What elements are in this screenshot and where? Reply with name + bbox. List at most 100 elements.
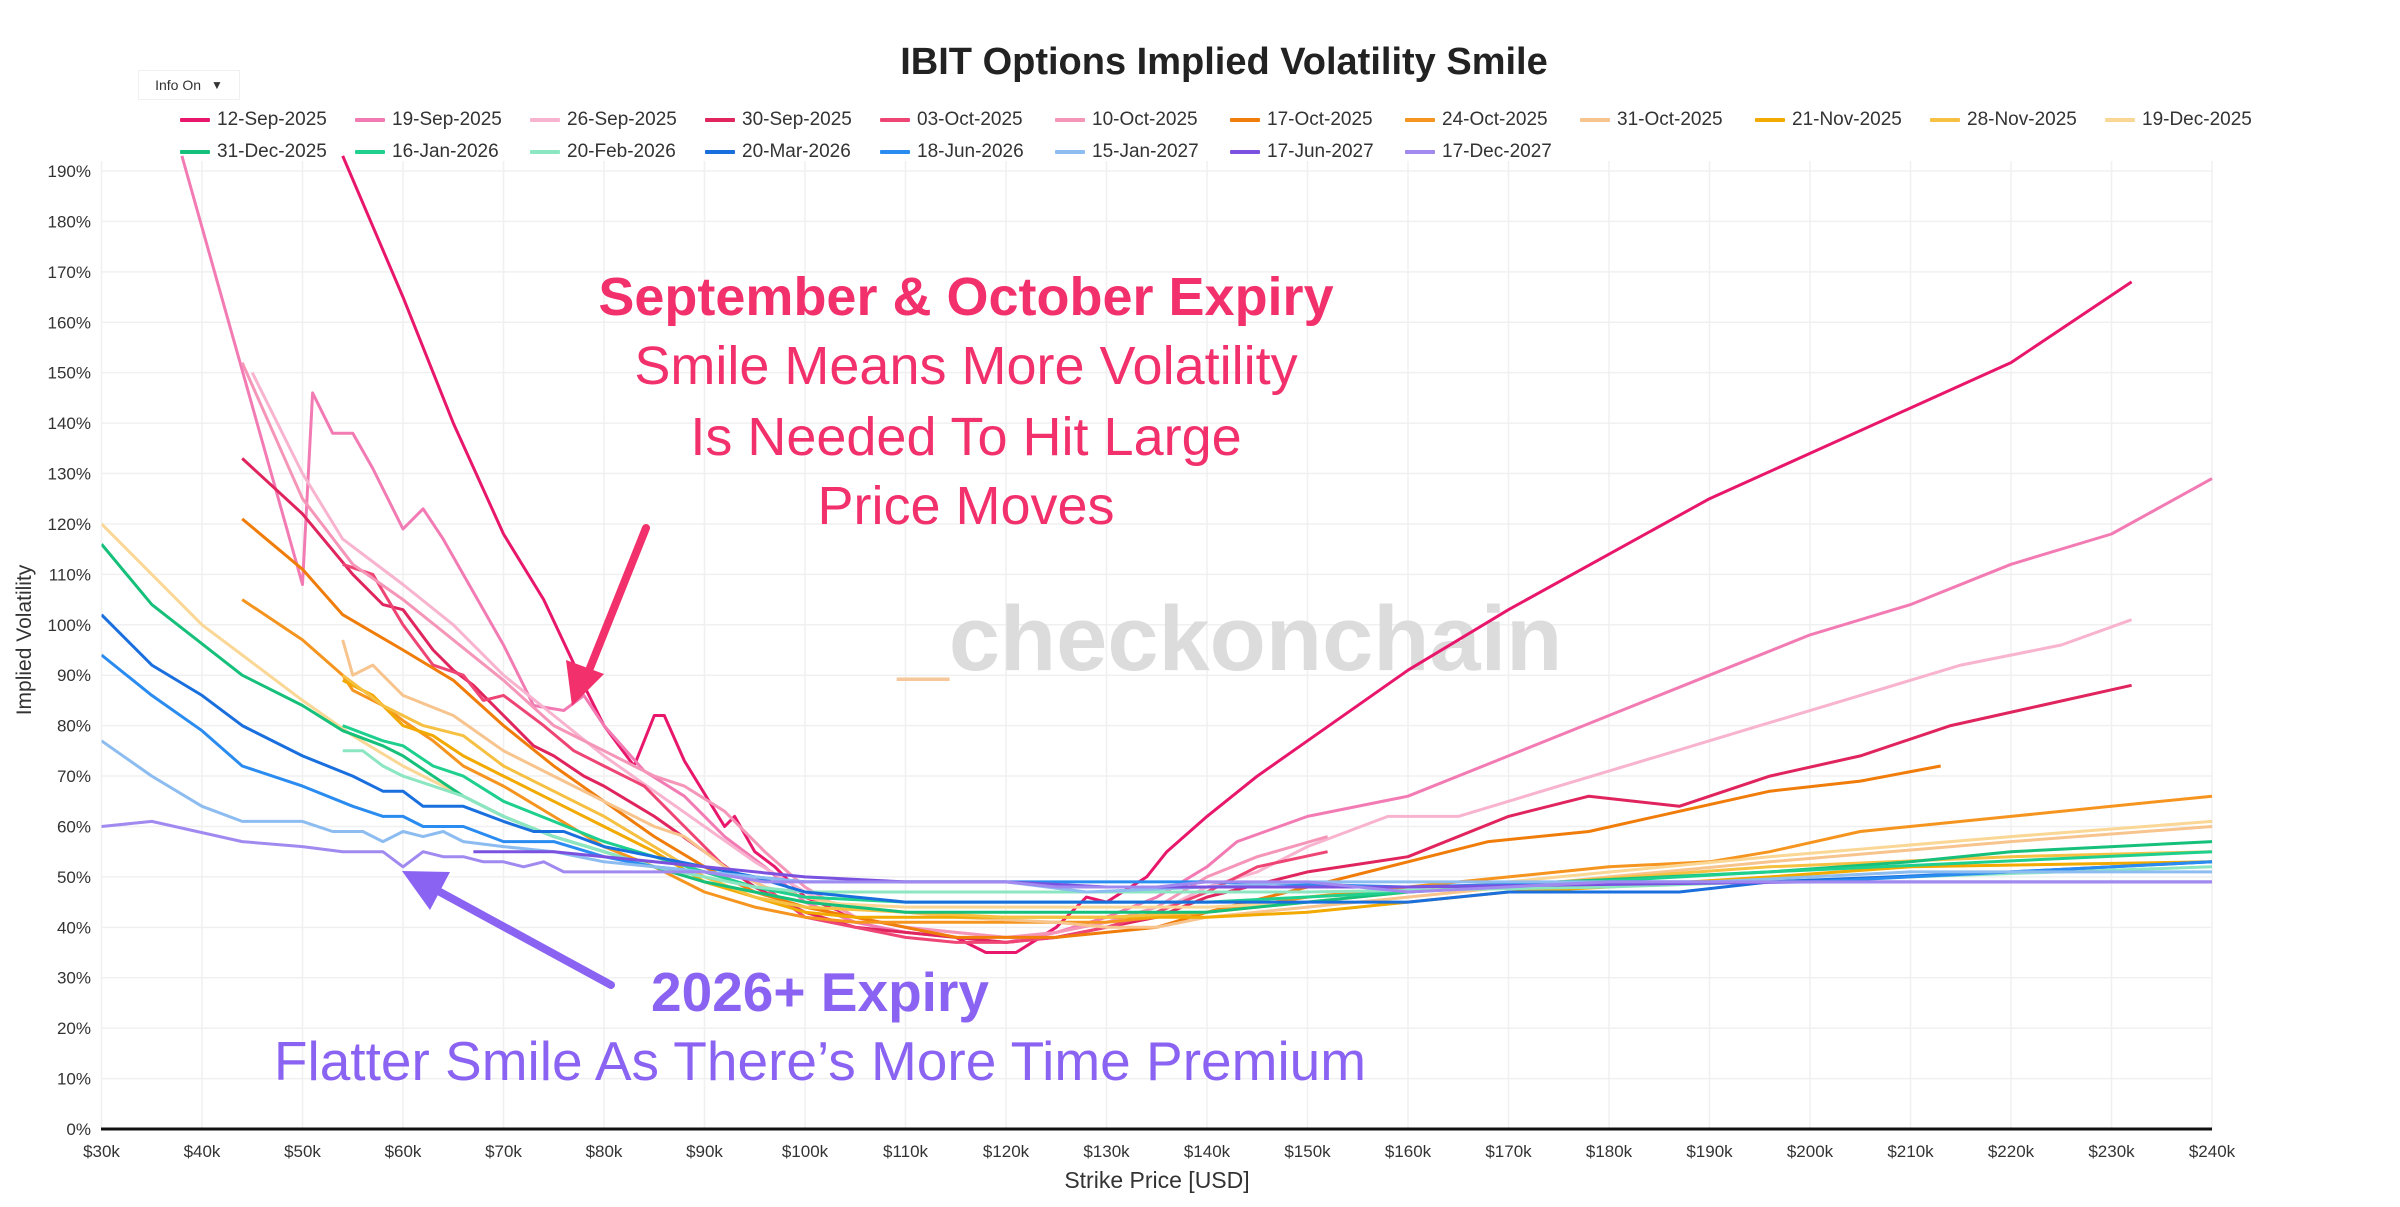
sep-oct-line-3: Price Moves bbox=[817, 476, 1114, 536]
y-tick-label: 40% bbox=[57, 918, 91, 937]
x-tick-label: $180k bbox=[1586, 1142, 1633, 1161]
legend-item-17-dec-2027[interactable]: 17-Dec-2027 bbox=[1405, 140, 1580, 164]
legend-label: 03-Oct-2025 bbox=[917, 109, 1023, 130]
legend-swatch bbox=[880, 150, 910, 154]
series-line-19-dec-2025[interactable] bbox=[101, 522, 2213, 909]
legend-label: 16-Jan-2026 bbox=[392, 141, 499, 162]
legend-swatch bbox=[530, 150, 560, 154]
legend-item-03-oct-2025[interactable]: 03-Oct-2025 bbox=[880, 108, 1055, 132]
y-tick-label: 170% bbox=[48, 263, 91, 282]
legend-label: 19-Dec-2025 bbox=[2142, 109, 2252, 130]
legend-swatch bbox=[1405, 150, 1435, 154]
x-tick-label: $230k bbox=[2088, 1142, 2135, 1161]
y-tick-label: 140% bbox=[48, 414, 91, 433]
y-tick-label: 20% bbox=[57, 1019, 91, 1038]
x-axis: $30k $40k $50k $60k $70k $80k $90k $100k $110k $1… bbox=[83, 1142, 2236, 1161]
sep-oct-annotation: September & October Expiry Smile Means M… bbox=[598, 267, 1333, 536]
x-tick-label: $200k bbox=[1787, 1142, 1834, 1161]
legend-item-19-sep-2025[interactable]: 19-Sep-2025 bbox=[355, 108, 530, 132]
y-tick-label: 80% bbox=[57, 717, 91, 736]
legend-swatch bbox=[355, 118, 385, 122]
pink-arrow-icon bbox=[566, 524, 650, 706]
legend-item-12-sep-2025[interactable]: 12-Sep-2025 bbox=[180, 108, 355, 132]
legend-label: 12-Sep-2025 bbox=[217, 109, 327, 130]
legend-item-24-oct-2025[interactable]: 24-Oct-2025 bbox=[1405, 108, 1580, 132]
legend-swatch bbox=[180, 118, 210, 122]
x-axis-label: Strike Price [USD] bbox=[1064, 1167, 1249, 1193]
legend-swatch bbox=[1055, 150, 1085, 154]
x-tick-label: $160k bbox=[1385, 1142, 1432, 1161]
y-tick-label: 180% bbox=[48, 212, 91, 231]
legend-swatch bbox=[1755, 118, 1785, 122]
x-tick-label: $240k bbox=[2189, 1142, 2236, 1161]
x-tick-label: $90k bbox=[686, 1142, 723, 1161]
x-tick-label: $190k bbox=[1686, 1142, 1733, 1161]
legend-swatch bbox=[1230, 150, 1260, 154]
legend-item-17-jun-2027[interactable]: 17-Jun-2027 bbox=[1230, 140, 1405, 164]
chevron-down-icon: ▼ bbox=[211, 78, 223, 92]
legend-label: 31-Oct-2025 bbox=[1617, 109, 1723, 130]
legend-item-10-oct-2025[interactable]: 10-Oct-2025 bbox=[1055, 108, 1230, 132]
y-tick-label: 120% bbox=[48, 515, 91, 534]
y2026-line: Flatter Smile As There’s More Time Premi… bbox=[274, 1030, 1366, 1092]
x-tick-label: $150k bbox=[1284, 1142, 1331, 1161]
legend-swatch bbox=[705, 150, 735, 154]
legend-item-21-nov-2025[interactable]: 21-Nov-2025 bbox=[1755, 108, 1930, 132]
legend-item-16-jan-2026[interactable]: 16-Jan-2026 bbox=[355, 140, 530, 164]
legend-label: 17-Dec-2027 bbox=[1442, 141, 1552, 162]
legend-label: 21-Nov-2025 bbox=[1792, 109, 1902, 130]
legend-item-15-jan-2027[interactable]: 15-Jan-2027 bbox=[1055, 140, 1230, 164]
info-toggle-label: Info On bbox=[155, 77, 202, 93]
legend-swatch bbox=[530, 118, 560, 122]
legend-item-20-feb-2026[interactable]: 20-Feb-2026 bbox=[530, 140, 705, 164]
x-tick-label: $210k bbox=[1887, 1142, 1934, 1161]
legend-item-17-oct-2025[interactable]: 17-Oct-2025 bbox=[1230, 108, 1405, 132]
info-toggle-dropdown[interactable]: Info On ▼ bbox=[138, 70, 240, 100]
y-tick-label: 110% bbox=[49, 565, 91, 584]
legend-swatch bbox=[880, 118, 910, 122]
legend-item-31-dec-2025[interactable]: 31-Dec-2025 bbox=[180, 140, 355, 164]
y-tick-label: 130% bbox=[48, 465, 91, 484]
series-line-17-oct-2025[interactable] bbox=[241, 517, 1941, 939]
x-tick-label: $120k bbox=[983, 1142, 1030, 1161]
y2026-title: 2026+ Expiry bbox=[651, 961, 989, 1023]
legend-item-18-jun-2026[interactable]: 18-Jun-2026 bbox=[880, 140, 1055, 164]
legend-swatch bbox=[705, 118, 735, 122]
legend-label: 17-Jun-2027 bbox=[1267, 141, 1374, 162]
legend-label: 20-Feb-2026 bbox=[567, 141, 676, 162]
y2026-annotation: 2026+ Expiry Flatter Smile As There’s Mo… bbox=[274, 961, 1366, 1092]
x-tick-label: $110k bbox=[883, 1142, 929, 1161]
legend-label: 20-Mar-2026 bbox=[742, 141, 851, 162]
series-line-17-dec-2027[interactable] bbox=[101, 819, 2213, 894]
y-tick-label: 90% bbox=[57, 666, 91, 685]
x-tick-label: $100k bbox=[782, 1142, 829, 1161]
purple-arrow-icon bbox=[402, 871, 615, 989]
y-tick-label: 30% bbox=[57, 969, 91, 988]
legend-item-28-nov-2025[interactable]: 28-Nov-2025 bbox=[1930, 108, 2105, 132]
chart-title: IBIT Options Implied Volatility Smile bbox=[900, 41, 1547, 83]
legend-swatch bbox=[355, 150, 385, 154]
y-tick-label: 60% bbox=[57, 817, 91, 836]
legend-item-20-mar-2026[interactable]: 20-Mar-2026 bbox=[705, 140, 880, 164]
legend-swatch bbox=[180, 150, 210, 154]
watermark-underscore: _ bbox=[897, 588, 950, 690]
x-tick-label: $130k bbox=[1083, 1142, 1130, 1161]
y-tick-label: 70% bbox=[57, 767, 91, 786]
legend-item-19-dec-2025[interactable]: 19-Dec-2025 bbox=[2105, 108, 2280, 132]
legend-item-30-sep-2025[interactable]: 30-Sep-2025 bbox=[705, 108, 880, 132]
series-line-20-mar-2026[interactable] bbox=[101, 613, 2213, 904]
sep-oct-title: September & October Expiry bbox=[598, 267, 1333, 327]
legend-item-26-sep-2025[interactable]: 26-Sep-2025 bbox=[530, 108, 705, 132]
sep-oct-line-1: Smile Means More Volatility bbox=[634, 336, 1297, 396]
series-line-24-oct-2025[interactable] bbox=[241, 598, 2213, 924]
legend-label: 24-Oct-2025 bbox=[1442, 109, 1548, 130]
legend-swatch bbox=[1230, 118, 1260, 122]
series-group bbox=[101, 155, 2213, 954]
legend-swatch bbox=[1930, 118, 1960, 122]
legend-swatch bbox=[1055, 118, 1085, 122]
x-tick-label: $60k bbox=[385, 1142, 422, 1161]
legend-item-31-oct-2025[interactable]: 31-Oct-2025 bbox=[1580, 108, 1755, 132]
x-tick-label: $140k bbox=[1184, 1142, 1231, 1161]
x-tick-label: $170k bbox=[1485, 1142, 1532, 1161]
